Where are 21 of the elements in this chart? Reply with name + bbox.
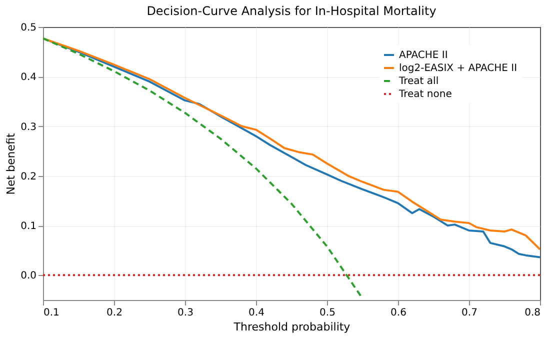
x-tick-label: 0.2 bbox=[106, 308, 122, 318]
y-tick-label: 0.4 bbox=[20, 72, 36, 84]
y-axis-title: Net benefit bbox=[4, 132, 18, 195]
legend-label: Treat none bbox=[398, 89, 452, 100]
x-tick-label: 0.6 bbox=[390, 308, 406, 318]
x-tick-label: 0.7 bbox=[462, 308, 478, 318]
y-tick-label: 0.1 bbox=[20, 221, 36, 232]
x-tick-label: 0.3 bbox=[178, 308, 194, 318]
y-tick-label: 0.3 bbox=[20, 122, 36, 133]
legend-label: Treat all bbox=[398, 76, 439, 87]
x-tick-label: 0.1 bbox=[44, 308, 60, 318]
x-tick-label: 0.5 bbox=[320, 308, 336, 318]
x-tick-label: 0.8 bbox=[524, 308, 540, 318]
x-tick-label: 0.4 bbox=[248, 308, 264, 318]
y-tick-label: 0.0 bbox=[20, 270, 36, 282]
legend-label: APACHE II bbox=[399, 50, 448, 61]
x-axis-title: Threshold probability bbox=[232, 320, 351, 334]
legend-label: log2-EASIX + APACHE II bbox=[399, 63, 518, 74]
chart-title: Decision-Curve Analysis for In-Hospital Mortality bbox=[146, 4, 436, 18]
y-tick-label: 0.5 bbox=[20, 22, 36, 34]
y-tick-label: 0.2 bbox=[20, 171, 36, 182]
